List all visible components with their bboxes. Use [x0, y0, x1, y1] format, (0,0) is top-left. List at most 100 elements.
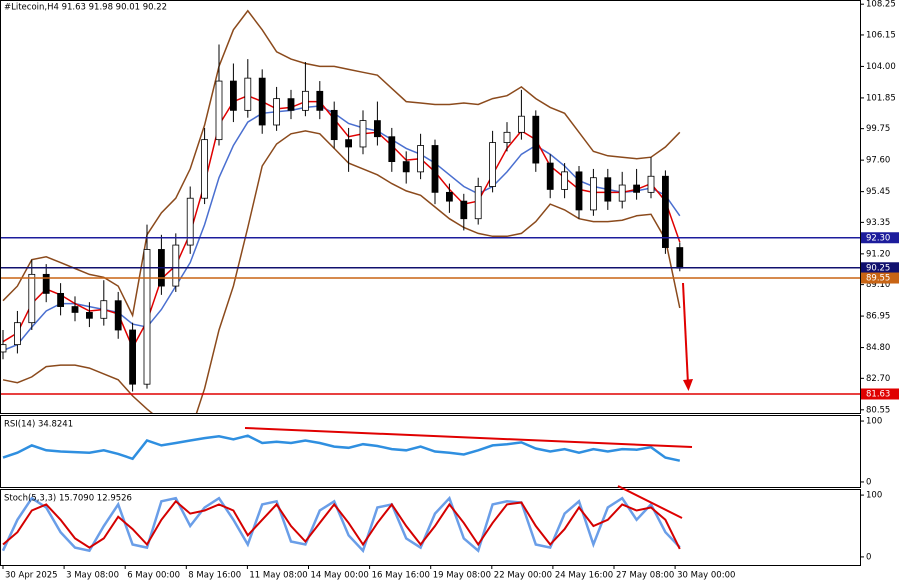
panel-title: RSI(14) 34.8241 — [4, 420, 73, 430]
x-tick-label: 27 May 08:00 — [616, 571, 674, 581]
rsi-panel-border — [0, 415, 861, 488]
down-arrow-shaft — [682, 282, 689, 385]
level-label-box — [861, 232, 899, 244]
candle-body — [546, 162, 554, 190]
candle-body — [143, 249, 151, 385]
candle-body — [186, 197, 194, 246]
y-tick-label: 93.35 — [866, 218, 890, 228]
overlay-line — [2, 9, 681, 318]
candle-body — [359, 120, 367, 148]
rsi-trendline — [244, 427, 693, 448]
stoch-trendline — [617, 485, 683, 519]
candle-body — [402, 161, 410, 173]
candle-body — [489, 142, 497, 187]
panel-title: #Litecoin,H4 91.63 91.98 90.01 90.22 — [4, 3, 167, 13]
overlay-line — [2, 130, 681, 413]
y-tick-label: 89.10 — [866, 280, 890, 290]
y-tick-label: 104.00 — [866, 62, 896, 72]
series-line — [2, 434, 681, 462]
candle-body — [604, 177, 612, 202]
x-tick-label: 14 May 00:00 — [311, 571, 369, 581]
annotations — [244, 282, 693, 519]
plot-area — [1, 495, 681, 554]
y-tick-label: 97.60 — [866, 156, 890, 166]
plot-area — [2, 434, 681, 462]
candle-body — [215, 80, 223, 141]
candle-body — [676, 247, 684, 269]
y-tick-label: 0 — [866, 477, 871, 487]
candle-body — [229, 80, 237, 111]
x-tick-label: 16 May 16:00 — [372, 571, 430, 581]
candle-body — [244, 77, 252, 111]
y-tick-label: 106.15 — [866, 30, 896, 40]
candle-body — [662, 175, 669, 248]
candle-body — [129, 329, 137, 385]
candle-body — [71, 306, 79, 313]
level-label: 81.63 — [866, 389, 890, 399]
panel-title: Stoch(5,3,3) 15.7090 12.9526 — [4, 494, 132, 504]
candle-body — [388, 136, 396, 163]
level-label-box — [861, 388, 899, 400]
x-tick-label: 8 May 16:00 — [188, 571, 241, 581]
y-tick-label: 91.20 — [866, 249, 890, 259]
frame — [0, 0, 861, 566]
y-tick-label: 100 — [866, 491, 882, 501]
candle-body — [417, 145, 425, 173]
y-tick-label: 0 — [866, 552, 871, 562]
x-tick-label: 22 May 00:00 — [494, 571, 552, 581]
level-label: 92.30 — [866, 233, 890, 243]
level-label: 90.25 — [866, 263, 890, 273]
x-tick-label: 11 May 08:00 — [249, 571, 307, 581]
candle-body — [316, 90, 324, 111]
candle-body — [345, 139, 353, 148]
candle-body — [114, 300, 122, 331]
candle-body — [258, 77, 266, 126]
stoch-panel-border — [0, 489, 861, 566]
candle-body — [287, 98, 295, 111]
y-tick-label: 99.75 — [866, 124, 890, 134]
x-tick-label: 19 May 08:00 — [433, 571, 491, 581]
candle-body — [86, 312, 93, 319]
candle-body — [100, 300, 108, 319]
candle-body — [28, 273, 36, 324]
main-panel-border — [0, 0, 861, 414]
candle-body — [445, 191, 453, 202]
y-tick-label: 108.25 — [866, 0, 896, 10]
y-tick-label: 95.45 — [866, 187, 890, 197]
candle-body — [590, 177, 597, 211]
candle-body — [273, 98, 281, 126]
x-tick-label: 6 May 00:00 — [127, 571, 180, 581]
y-tick-label: 82.70 — [866, 374, 890, 384]
candle-body — [201, 139, 209, 199]
y-tick-label: 86.95 — [866, 312, 890, 322]
candle-body — [518, 115, 525, 133]
candle-body — [575, 171, 583, 211]
level-label: 89.55 — [866, 274, 890, 284]
candle-body — [503, 131, 511, 143]
y-tick-label: 100 — [866, 417, 882, 427]
plot-area — [1, 9, 684, 413]
candle-body — [42, 273, 50, 294]
candle-body — [460, 200, 468, 220]
y-tick-label: 80.55 — [866, 405, 890, 415]
x-tick-label: 30 May 00:00 — [677, 571, 735, 581]
candle-body — [330, 109, 338, 141]
level-label-box — [861, 262, 899, 274]
down-arrow-head — [683, 379, 693, 391]
level-label-box — [861, 272, 899, 284]
x-tick-label: 24 May 16:00 — [555, 571, 613, 581]
candle-body — [57, 292, 64, 307]
x-tick-label: 30 Apr 2025 — [5, 571, 58, 581]
y-tick-label: 101.85 — [866, 93, 896, 103]
series-line — [1, 495, 681, 554]
candle-body — [172, 244, 180, 287]
candle-body — [13, 322, 21, 346]
candle-body — [301, 90, 309, 111]
candle-body — [618, 184, 626, 202]
candle-body — [1, 344, 7, 353]
candle-body — [647, 175, 655, 193]
candle-body — [373, 120, 381, 138]
candle-body — [431, 145, 439, 193]
